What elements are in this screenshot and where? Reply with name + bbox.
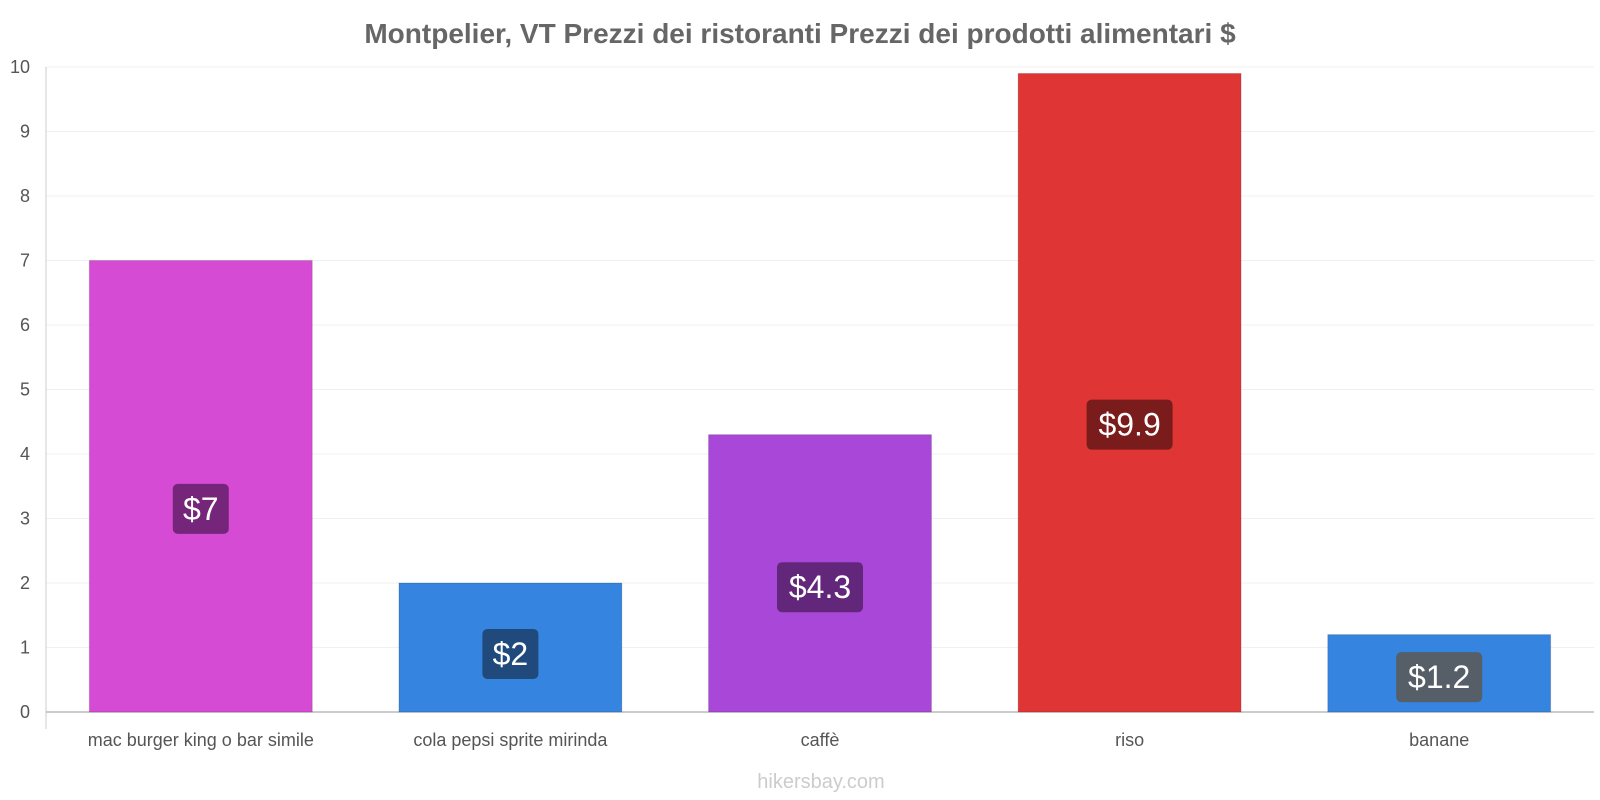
category-label-0: mac burger king o bar simile (88, 730, 314, 750)
y-tick-label-8: 8 (20, 186, 30, 206)
data-label-3: $9.9 (1098, 407, 1160, 443)
category-label-3: riso (1115, 730, 1144, 750)
watermark: hikersbay.com (757, 771, 884, 793)
y-tick-label-9: 9 (20, 122, 30, 142)
data-label-4: $1.2 (1408, 659, 1470, 695)
y-tick-label-6: 6 (20, 315, 30, 335)
data-label-bg-0 (172, 483, 229, 534)
data-label-bg-2 (777, 562, 863, 613)
data-label-bg-4 (1396, 652, 1483, 703)
y-tick-label-7: 7 (20, 251, 30, 271)
chart-title: Montpelier, VT Prezzi dei ristoranti Pre… (364, 18, 1236, 49)
category-label-1: cola pepsi sprite mirinda (413, 730, 608, 750)
bars (88, 72, 1552, 713)
y-tick-label-10: 10 (10, 57, 30, 77)
data-labels: $7 $2 $4.3 $9.9 $1.2 (172, 399, 1483, 703)
y-tick-label-0: 0 (20, 702, 30, 722)
bar-3 (1017, 72, 1242, 713)
y-tick-label-1: 1 (20, 638, 30, 658)
data-label-2: $4.3 (789, 569, 851, 605)
category-label-2: caffè (801, 730, 840, 750)
y-tick-label-5: 5 (20, 380, 30, 400)
y-tick-label-4: 4 (20, 444, 30, 464)
data-label-1: $2 (493, 636, 529, 672)
y-tick-label-2: 2 (20, 573, 30, 593)
category-labels: mac burger king o bar simile cola pepsi s… (88, 730, 1469, 750)
data-label-bg-1 (482, 628, 539, 679)
y-tick-label-3: 3 (20, 509, 30, 529)
category-label-4: banane (1409, 730, 1469, 750)
data-label-bg-3 (1086, 399, 1173, 450)
data-label-0: $7 (183, 491, 219, 527)
